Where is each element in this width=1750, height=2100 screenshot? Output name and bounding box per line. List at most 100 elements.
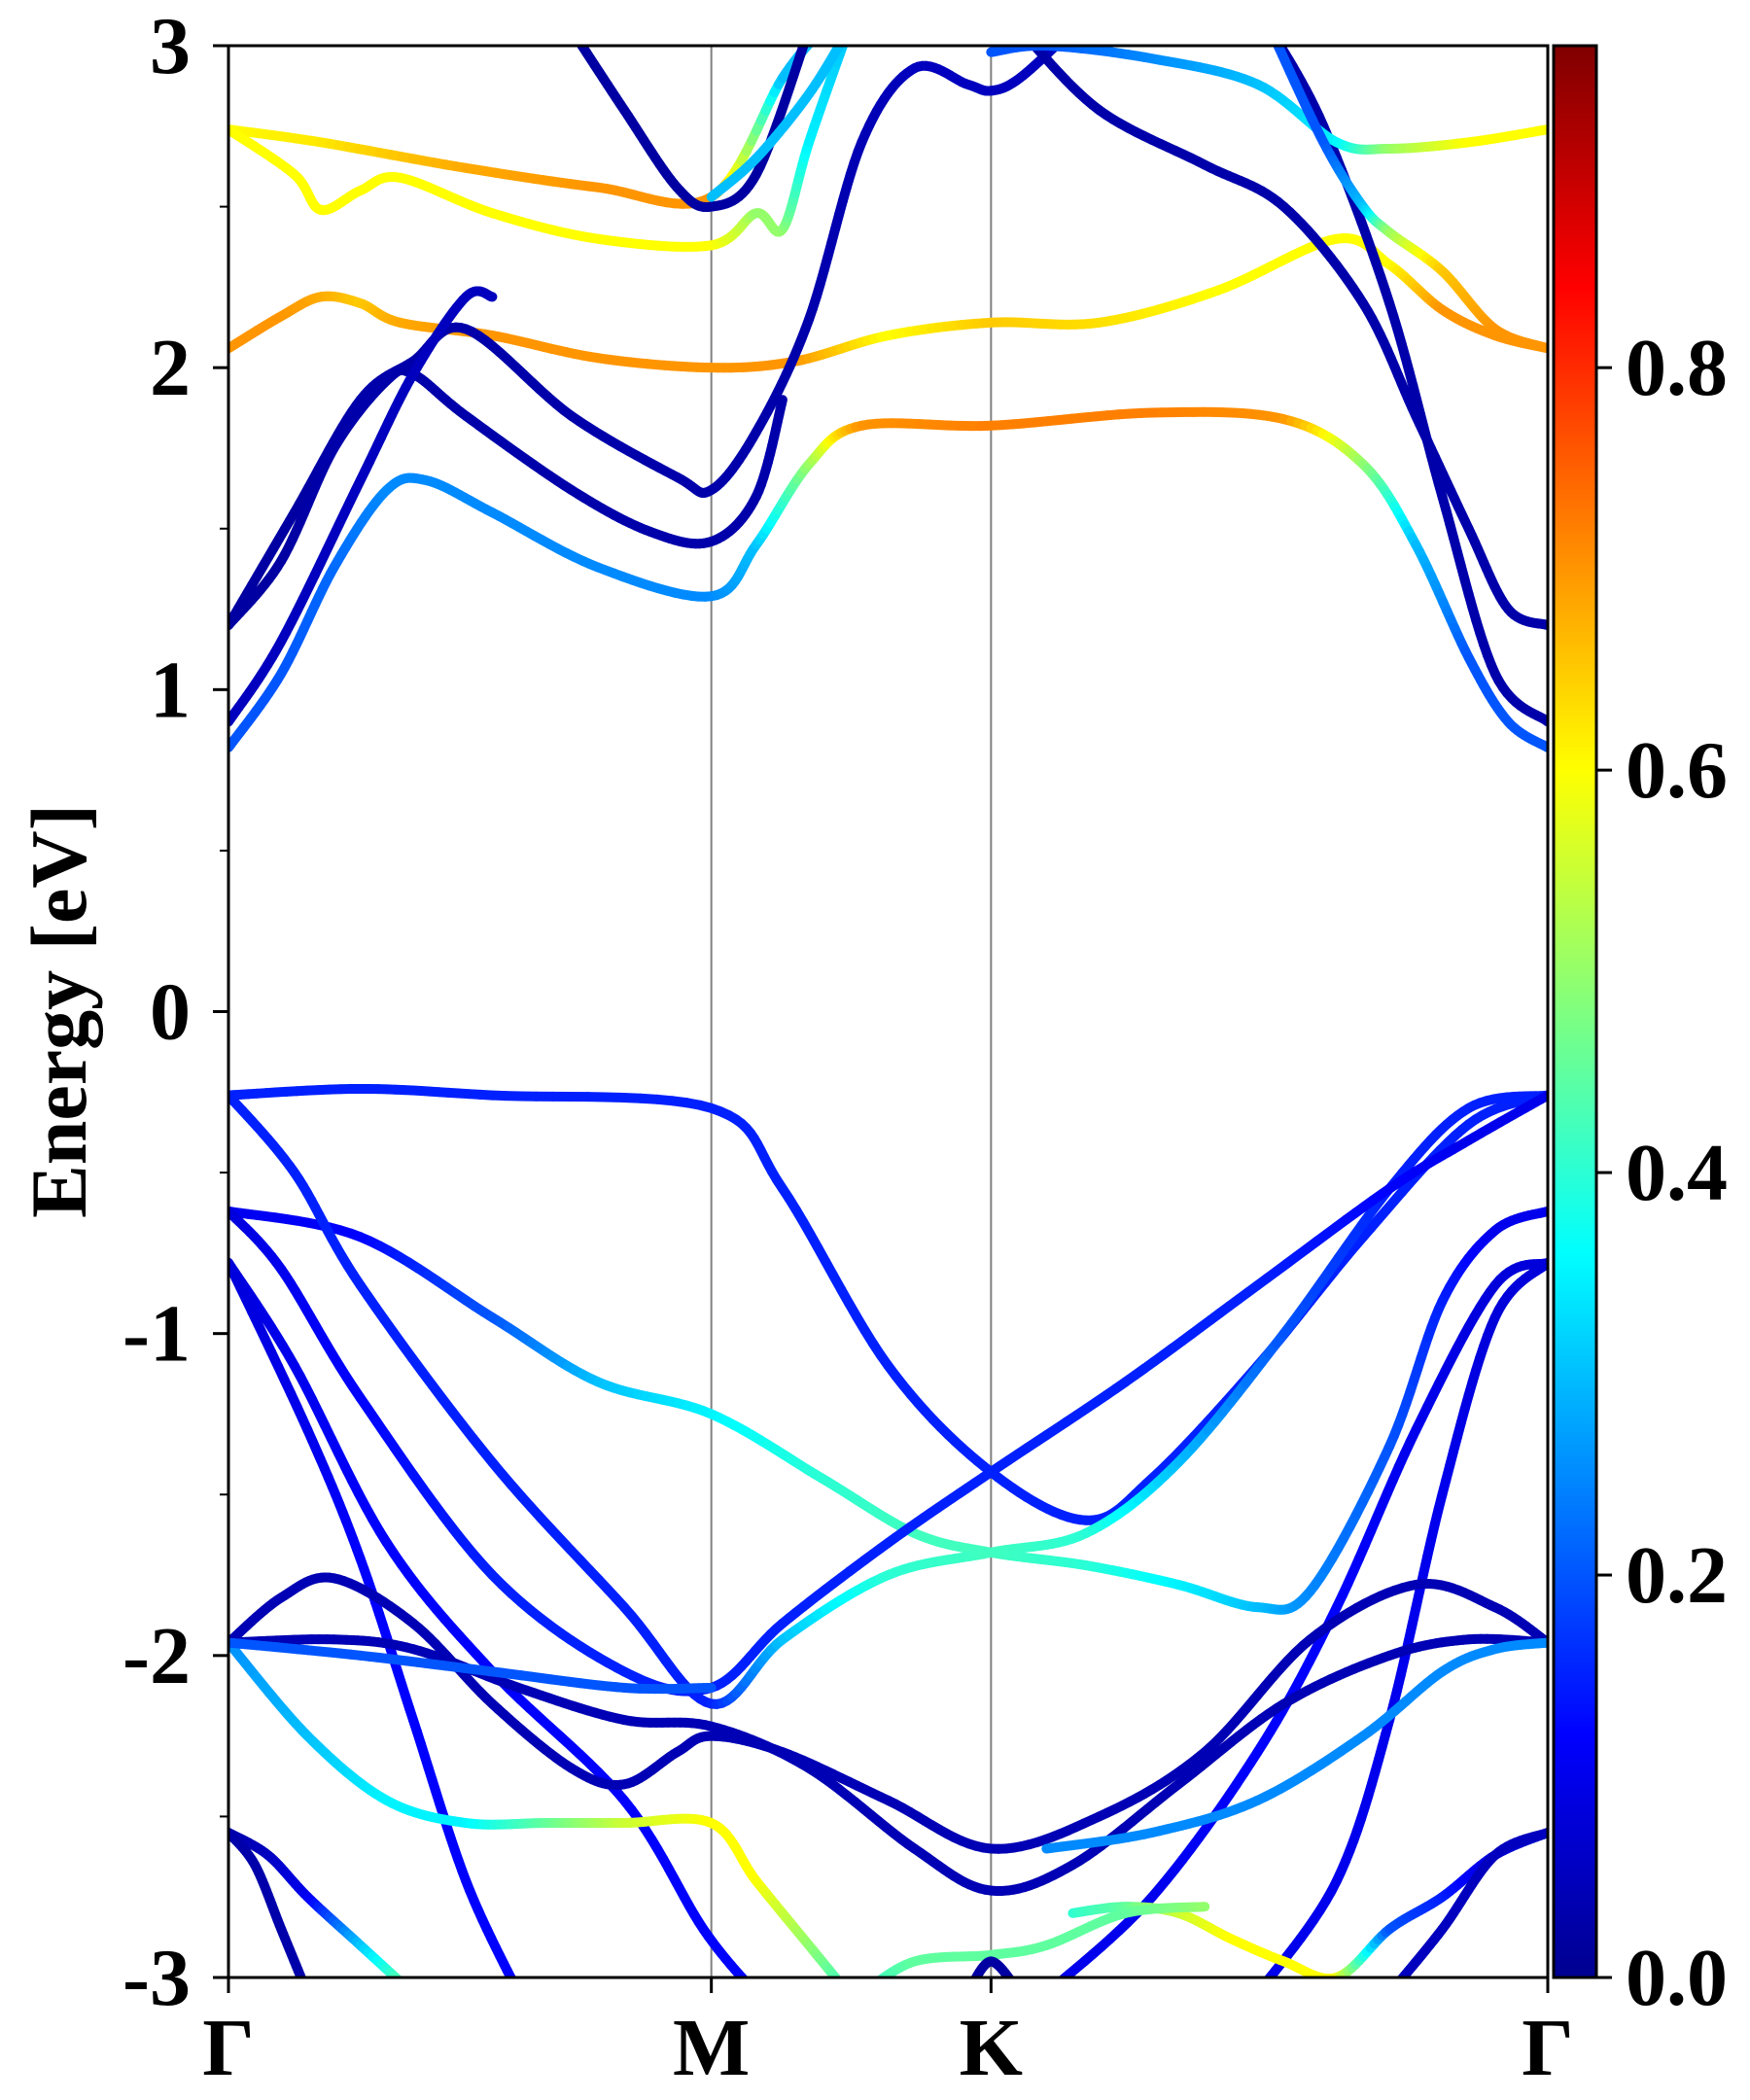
band-segment [776, 395, 788, 409]
band-segment [1052, 46, 1064, 51]
band-segment [1394, 1984, 1397, 1988]
band-segment [1023, 33, 1027, 37]
band-segment [1004, 1974, 1015, 1978]
band-segment [1014, 1985, 1016, 1988]
band-segment [970, 1974, 981, 1978]
band [1271, 29, 1548, 354]
band-segment [752, 1988, 754, 1991]
x-tick-label: K [960, 2003, 1023, 2093]
band [228, 365, 788, 631]
band-segment [574, 33, 577, 37]
band [228, 29, 849, 252]
band-segment [1070, 29, 1072, 31]
x-tick-label: Γ [1522, 2003, 1573, 2093]
y-tick-label: 3 [150, 1, 191, 91]
band-segment [1009, 1977, 1014, 1978]
y-tick-label: 1 [150, 645, 191, 735]
band-segment [1019, 1992, 1020, 1994]
band [228, 1637, 717, 1695]
band-segment [843, 1986, 845, 1989]
band [228, 1257, 756, 1994]
band [228, 1090, 1548, 1697]
band-segment [969, 1987, 970, 1990]
band-segment [1068, 32, 1070, 35]
band [228, 1206, 1548, 1615]
band-segment [866, 1988, 869, 1990]
band-segment [1271, 29, 1273, 34]
band-segment [1391, 1988, 1394, 1991]
band [228, 1090, 1548, 1709]
band-segment [812, 38, 814, 41]
band-segment [968, 1990, 969, 1992]
band-segment [303, 1984, 305, 1988]
band-segment [795, 46, 809, 58]
band-segment [1057, 1975, 1067, 1978]
band-segment [861, 1992, 863, 1993]
band-segment [841, 1983, 843, 1986]
band [861, 1902, 1210, 1993]
band-segment [1046, 1990, 1050, 1994]
y-axis-label: Energy [eV] [15, 804, 103, 1218]
band-segment [1261, 1984, 1265, 1989]
colorbar-tick-label: 0.4 [1626, 1128, 1728, 1218]
band-segment [1060, 46, 1062, 47]
band-segment [408, 1989, 411, 1991]
band-segment [967, 1992, 968, 1994]
band-segment [815, 35, 817, 37]
y-tick-label: 2 [150, 323, 191, 413]
band-segment [1016, 1987, 1018, 1990]
band [1041, 1637, 1548, 1854]
band [1391, 1827, 1548, 1991]
band-segment [847, 29, 849, 34]
band-segment [516, 1989, 518, 1994]
band-segment [306, 1991, 307, 1994]
colorbar-tick-label: 0.0 [1626, 1933, 1728, 2023]
band-segment [845, 32, 847, 35]
band-segment [872, 1983, 876, 1986]
band-segment [845, 1989, 847, 1991]
band [228, 1827, 307, 1994]
band-segment [1020, 29, 1023, 32]
band-segment [799, 46, 809, 49]
band-segment [1273, 33, 1276, 37]
band-segment [298, 1975, 306, 1978]
band [228, 286, 498, 727]
band [228, 1083, 1548, 1525]
band-segment [864, 1990, 867, 1992]
x-tick-label: Γ [202, 2003, 254, 2093]
band [1046, 1257, 1548, 1994]
band-segment [847, 1992, 849, 1994]
band-segment [1051, 1985, 1056, 1990]
band [228, 1257, 518, 1994]
band-segment [405, 1986, 408, 1989]
band-segment [749, 1985, 752, 1988]
band-segment [833, 1976, 842, 1978]
band-segment [1257, 1989, 1260, 1994]
band-segment [577, 46, 582, 47]
band-segment [305, 1988, 306, 1991]
colorbar-ticks: 0.0 0.2 0.4 0.6 0.8 [1596, 323, 1728, 2023]
y-tick-label: -3 [122, 1933, 191, 2023]
colorbar-tick-label: 0.2 [1626, 1530, 1728, 1621]
band-segment [1275, 46, 1282, 48]
band [228, 233, 1548, 373]
band-segment [1273, 34, 1276, 40]
band-segment [1396, 1975, 1405, 1978]
band-segment [754, 1991, 756, 1994]
band-segment [869, 1986, 872, 1988]
band-segment [817, 33, 819, 35]
band [1068, 1827, 1548, 1978]
colorbar-tick-label: 0.8 [1626, 323, 1728, 413]
band-segment [572, 29, 574, 32]
band-segment [807, 29, 809, 35]
band-segment [1271, 29, 1273, 33]
y-axis-ticks: 3 2 1 0 -1 -2 -3 [122, 1, 228, 2023]
band-segment [875, 1976, 884, 1978]
band [706, 32, 847, 202]
band-segment [805, 46, 815, 49]
band [228, 1572, 1548, 1854]
y-tick-label: 0 [150, 967, 191, 1058]
band-segment [411, 1992, 413, 1994]
band-segment [821, 29, 822, 31]
